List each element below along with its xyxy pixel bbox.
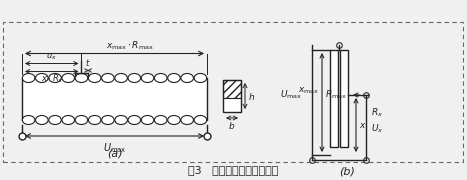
Ellipse shape xyxy=(181,116,193,125)
Ellipse shape xyxy=(115,116,127,125)
Text: $h$: $h$ xyxy=(248,91,255,102)
Ellipse shape xyxy=(22,116,35,125)
Ellipse shape xyxy=(168,116,180,125)
Bar xyxy=(223,80,241,98)
Ellipse shape xyxy=(75,116,88,125)
Ellipse shape xyxy=(155,116,167,125)
Ellipse shape xyxy=(49,116,61,125)
Text: (a): (a) xyxy=(106,149,122,159)
Ellipse shape xyxy=(102,73,114,82)
Ellipse shape xyxy=(35,116,48,125)
Ellipse shape xyxy=(181,73,193,82)
Ellipse shape xyxy=(128,116,141,125)
Text: $R_x$: $R_x$ xyxy=(371,107,383,119)
Text: $x_{\rm max} \cdot R_{\rm max}$: $x_{\rm max} \cdot R_{\rm max}$ xyxy=(106,39,153,51)
Ellipse shape xyxy=(62,73,75,82)
Bar xyxy=(330,50,338,147)
Ellipse shape xyxy=(155,73,167,82)
Text: $b$: $b$ xyxy=(228,120,236,131)
Text: $U_{\rm max}$: $U_{\rm max}$ xyxy=(280,88,302,101)
Ellipse shape xyxy=(128,73,141,82)
Bar xyxy=(22,78,207,120)
Ellipse shape xyxy=(194,116,207,125)
Text: $R_{\rm max}$: $R_{\rm max}$ xyxy=(325,88,347,101)
Ellipse shape xyxy=(194,73,207,82)
Bar xyxy=(223,80,241,112)
Ellipse shape xyxy=(62,116,75,125)
Text: $x_{\rm max}$: $x_{\rm max}$ xyxy=(298,85,319,96)
Ellipse shape xyxy=(22,73,35,82)
Ellipse shape xyxy=(35,73,48,82)
Text: $x$: $x$ xyxy=(359,120,367,129)
Ellipse shape xyxy=(115,73,127,82)
Text: $U_{\rm max}$: $U_{\rm max}$ xyxy=(103,141,127,155)
Ellipse shape xyxy=(102,116,114,125)
Text: $U_x$: $U_x$ xyxy=(371,123,383,135)
Text: $x \cdot R_x$: $x \cdot R_x$ xyxy=(41,73,63,85)
Text: 图3   线性线绕电位器示意图: 图3 线性线绕电位器示意图 xyxy=(188,165,279,175)
Ellipse shape xyxy=(168,73,180,82)
Text: $t$: $t$ xyxy=(85,57,91,69)
Ellipse shape xyxy=(49,73,61,82)
Bar xyxy=(223,80,241,98)
Ellipse shape xyxy=(75,73,88,82)
Ellipse shape xyxy=(88,116,101,125)
Ellipse shape xyxy=(141,73,154,82)
Ellipse shape xyxy=(141,116,154,125)
Text: (b): (b) xyxy=(339,166,355,176)
Ellipse shape xyxy=(88,73,101,82)
Bar xyxy=(340,50,348,147)
Text: $u_x$: $u_x$ xyxy=(46,51,57,62)
